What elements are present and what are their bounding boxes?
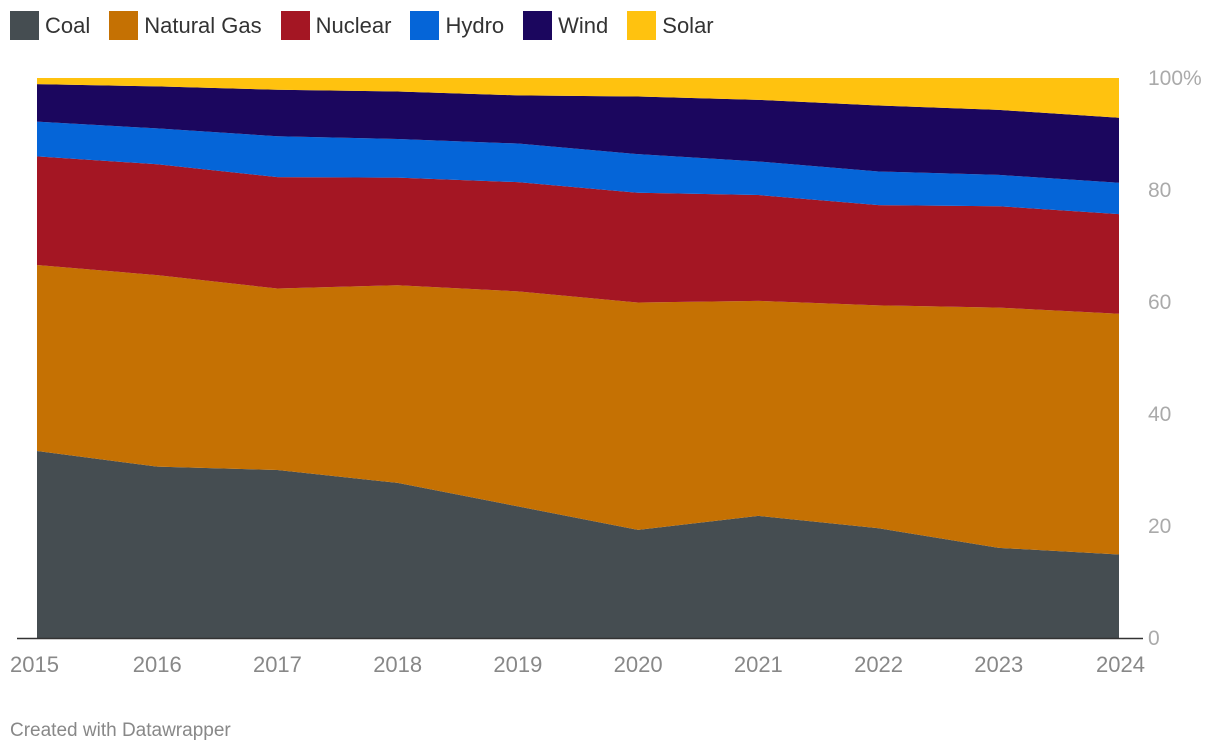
y-tick-label: 60 <box>1148 291 1171 314</box>
legend-swatch-wind <box>523 11 553 40</box>
legend-item-nuclear: Nuclear <box>280 11 392 40</box>
legend-label-nuclear: Nuclear <box>315 13 392 38</box>
footer-credit: Created with Datawrapper <box>10 720 231 741</box>
x-tick-label: 2019 <box>493 652 542 677</box>
legend-swatch-hydro <box>410 11 440 40</box>
x-tick-label: 2020 <box>614 652 663 677</box>
y-tick-label: 100% <box>1148 67 1202 90</box>
x-tick-label: 2021 <box>734 652 783 677</box>
y-tick-label: 80 <box>1148 179 1171 202</box>
area-series-solar <box>37 78 1119 118</box>
area-series-nuclear <box>37 156 1119 314</box>
x-tick-label: 2022 <box>854 652 903 677</box>
legend-label-wind: Wind <box>558 13 609 38</box>
area-series-wind <box>37 84 1119 183</box>
x-axis-ticks: 2015 2016 2017 2018 2019 2020 2021 2022 2023 2024 <box>10 652 1145 677</box>
legend-item-natural-gas: Natural Gas <box>109 11 262 40</box>
x-tick-label: 2015 <box>10 652 59 677</box>
y-tick-label: 20 <box>1148 515 1171 538</box>
legend-item-solar: Solar <box>627 11 714 40</box>
legend-item-wind: Wind <box>523 11 608 40</box>
x-tick-label: 2024 <box>1096 652 1145 677</box>
y-tick-label: 0 <box>1148 627 1160 650</box>
legend-item-coal: Coal <box>10 11 90 40</box>
legend-swatch-solar <box>627 11 657 40</box>
legend-swatch-coal <box>10 11 39 40</box>
y-tick-label: 40 <box>1148 403 1171 426</box>
legend-label-natural-gas: Natural Gas <box>144 13 262 38</box>
x-tick-label: 2017 <box>253 652 302 677</box>
x-tick-label: 2016 <box>133 652 182 677</box>
legend-swatch-nuclear <box>280 11 310 40</box>
x-tick-label: 2023 <box>974 652 1023 677</box>
legend: Coal Natural Gas Nuclear Hydro Wind Sola… <box>10 11 733 40</box>
legend-item-hydro: Hydro <box>410 11 504 40</box>
area-series-coal <box>37 450 1119 638</box>
y-axis-ticks: 0 20 40 60 80 100% <box>1148 67 1202 650</box>
legend-label-solar: Solar <box>662 13 714 38</box>
area-series-natural-gas <box>37 265 1119 555</box>
x-tick-label: 2018 <box>373 652 422 677</box>
area-series-group <box>37 78 1119 638</box>
legend-label-hydro: Hydro <box>445 13 505 38</box>
legend-label-coal: Coal <box>45 13 91 38</box>
legend-swatch-natural-gas <box>109 11 139 40</box>
area-series-hydro <box>37 121 1119 215</box>
